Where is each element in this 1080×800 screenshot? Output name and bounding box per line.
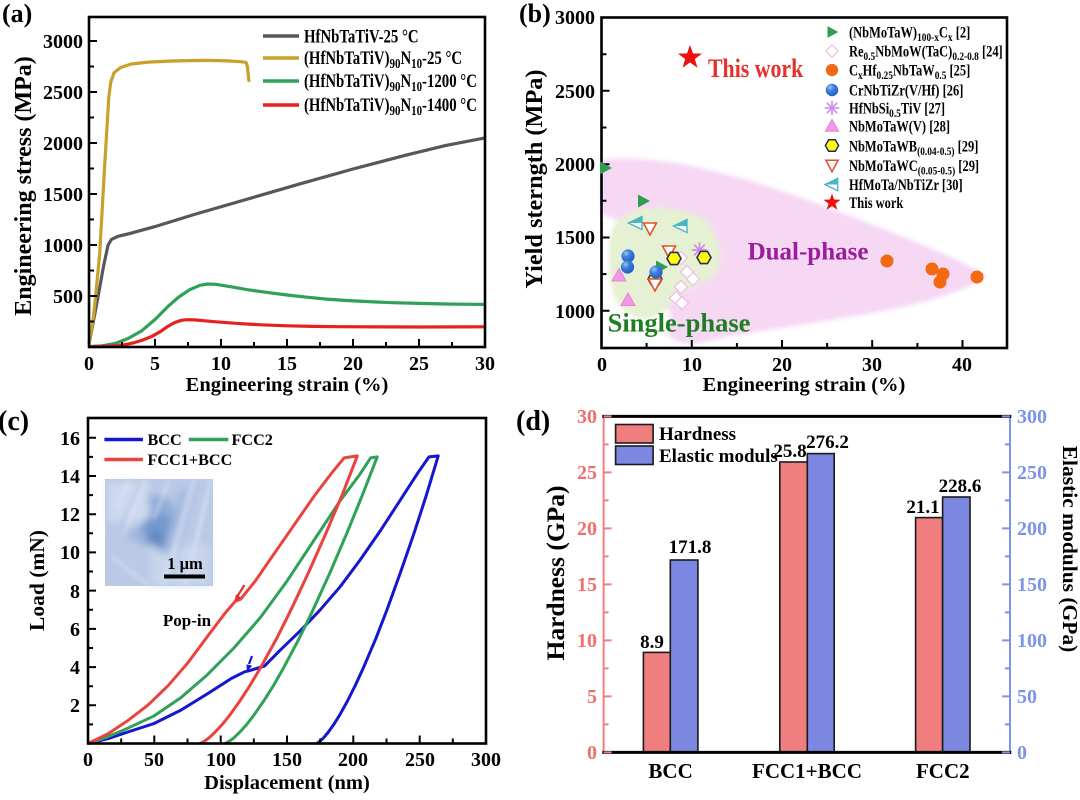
svg-text:2000: 2000	[43, 133, 83, 155]
svg-text:BCC: BCC	[148, 431, 182, 449]
svg-text:FCC2: FCC2	[232, 431, 273, 449]
svg-text:0: 0	[83, 749, 93, 771]
svg-text:1 μm: 1 μm	[167, 554, 203, 573]
svg-text:1500: 1500	[555, 227, 595, 249]
svg-text:Engineering strain (%): Engineering strain (%)	[186, 374, 389, 396]
svg-text:Elastic moduls: Elastic moduls	[659, 446, 778, 467]
svg-text:Re0.5NbMoW(TaC)0.2-0.8 [24]: Re0.5NbMoW(TaC)0.2-0.8 [24]	[849, 43, 1003, 63]
svg-text:HfNbTaTiV-25 °C: HfNbTaTiV-25 °C	[304, 26, 419, 47]
svg-text:6: 6	[70, 619, 80, 641]
svg-text:14: 14	[60, 466, 80, 488]
svg-text:21.1: 21.1	[906, 497, 939, 518]
svg-text:FCC1+BCC: FCC1+BCC	[148, 451, 233, 469]
svg-text:HfMoTa/NbTiZr [30]: HfMoTa/NbTiZr [30]	[849, 177, 963, 195]
svg-text:(b): (b)	[519, 0, 551, 28]
svg-text:(a): (a)	[2, 0, 32, 28]
svg-text:15: 15	[577, 574, 597, 596]
svg-text:Displacement (nm): Displacement (nm)	[204, 772, 370, 794]
svg-text:(HfNbTaTiV)90N10-1200 °C: (HfNbTaTiV)90N10-1200 °C	[304, 70, 477, 94]
svg-text:20: 20	[577, 518, 597, 540]
svg-text:10: 10	[211, 353, 231, 375]
svg-text:(NbMoTaW)100-xCx [2]: (NbMoTaW)100-xCx [2]	[849, 24, 970, 44]
svg-text:8.9: 8.9	[640, 632, 664, 653]
svg-text:8: 8	[70, 581, 80, 603]
svg-text:Load (mN): Load (mN)	[25, 530, 49, 631]
svg-text:1000: 1000	[43, 235, 83, 257]
svg-text:100: 100	[206, 749, 236, 771]
svg-text:HfNbSi0.5TiV [27]: HfNbSi0.5TiV [27]	[849, 100, 945, 120]
svg-text:200: 200	[1017, 518, 1047, 540]
svg-text:CxHf0.25NbTaW0.5 [25]: CxHf0.25NbTaW0.5 [25]	[849, 62, 970, 82]
svg-text:Elastic modulus (GPa): Elastic modulus (GPa)	[1058, 446, 1080, 653]
svg-text:FCC1+BCC: FCC1+BCC	[752, 759, 862, 783]
svg-text:1500: 1500	[43, 184, 83, 206]
svg-text:10: 10	[682, 354, 702, 376]
svg-text:Dual-phase: Dual-phase	[748, 239, 869, 266]
svg-text:2500: 2500	[555, 81, 595, 103]
svg-text:0: 0	[84, 353, 94, 375]
svg-text:5: 5	[150, 353, 160, 375]
svg-text:228.6: 228.6	[939, 476, 982, 497]
svg-text:171.8: 171.8	[669, 537, 712, 558]
svg-text:0: 0	[597, 354, 607, 376]
svg-text:50: 50	[144, 749, 164, 771]
svg-text:16: 16	[60, 428, 80, 450]
svg-text:Yield sterngth (MPa): Yield sterngth (MPa)	[521, 69, 548, 288]
svg-text:1000: 1000	[555, 301, 595, 323]
svg-text:5: 5	[587, 686, 597, 708]
svg-text:2500: 2500	[43, 82, 83, 104]
svg-text:This work: This work	[708, 55, 804, 83]
svg-text:(d): (d)	[516, 406, 550, 437]
svg-text:4: 4	[70, 657, 80, 679]
svg-text:200: 200	[338, 749, 368, 771]
svg-text:50: 50	[1017, 686, 1037, 708]
svg-text:(HfNbTaTiV)90N10-25 °C: (HfNbTaTiV)90N10-25 °C	[304, 47, 462, 71]
svg-text:150: 150	[1017, 574, 1047, 596]
svg-text:25: 25	[577, 462, 597, 484]
svg-text:2000: 2000	[555, 154, 595, 176]
svg-text:0: 0	[1017, 742, 1027, 764]
svg-text:NbMoTaWB(0.04-0.5) [29]: NbMoTaWB(0.04-0.5) [29]	[849, 138, 978, 158]
svg-text:300: 300	[471, 749, 501, 771]
svg-text:30: 30	[475, 353, 495, 375]
svg-text:Hardness (GPa): Hardness (GPa)	[541, 486, 570, 661]
svg-text:30: 30	[577, 406, 597, 428]
svg-text:250: 250	[405, 749, 435, 771]
svg-text:25.8: 25.8	[773, 441, 806, 462]
svg-text:Engineering strain (%): Engineering strain (%)	[703, 374, 906, 396]
svg-text:10: 10	[577, 630, 597, 652]
svg-text:NbMoTaW(V) [28]: NbMoTaW(V) [28]	[849, 118, 950, 136]
svg-text:3000: 3000	[43, 31, 83, 53]
svg-text:Hardness: Hardness	[659, 424, 736, 445]
svg-text:2: 2	[70, 695, 80, 717]
svg-text:NbMoTaWC(0.05-0.5) [29]: NbMoTaWC(0.05-0.5) [29]	[849, 158, 979, 178]
svg-text:Pop-in: Pop-in	[163, 611, 212, 630]
svg-text:0: 0	[587, 742, 597, 764]
svg-text:500: 500	[53, 286, 83, 308]
svg-text:CrNbTiZr(V/Hf) [26]: CrNbTiZr(V/Hf) [26]	[849, 82, 963, 100]
svg-text:(HfNbTaTiV)90N10-1400 °C: (HfNbTaTiV)90N10-1400 °C	[304, 94, 477, 118]
svg-text:20: 20	[772, 354, 792, 376]
svg-text:250: 250	[1017, 462, 1047, 484]
svg-text:10: 10	[60, 542, 80, 564]
svg-text:FCC2: FCC2	[916, 759, 970, 783]
svg-text:40: 40	[952, 354, 972, 376]
svg-text:(c): (c)	[0, 406, 29, 437]
svg-text:BCC: BCC	[648, 759, 692, 783]
svg-text:100: 100	[1017, 630, 1047, 652]
svg-text:30: 30	[862, 354, 882, 376]
svg-text:Engineering stress (MPa): Engineering stress (MPa)	[11, 56, 37, 316]
svg-text:This work: This work	[849, 195, 903, 213]
svg-text:3000: 3000	[555, 7, 595, 29]
svg-text:Single-phase: Single-phase	[608, 308, 751, 338]
svg-text:20: 20	[343, 353, 363, 375]
svg-text:276.2: 276.2	[806, 432, 849, 453]
svg-text:300: 300	[1017, 406, 1047, 428]
svg-text:15: 15	[277, 353, 297, 375]
svg-text:150: 150	[272, 749, 302, 771]
svg-text:25: 25	[409, 353, 429, 375]
svg-text:12: 12	[60, 504, 80, 526]
